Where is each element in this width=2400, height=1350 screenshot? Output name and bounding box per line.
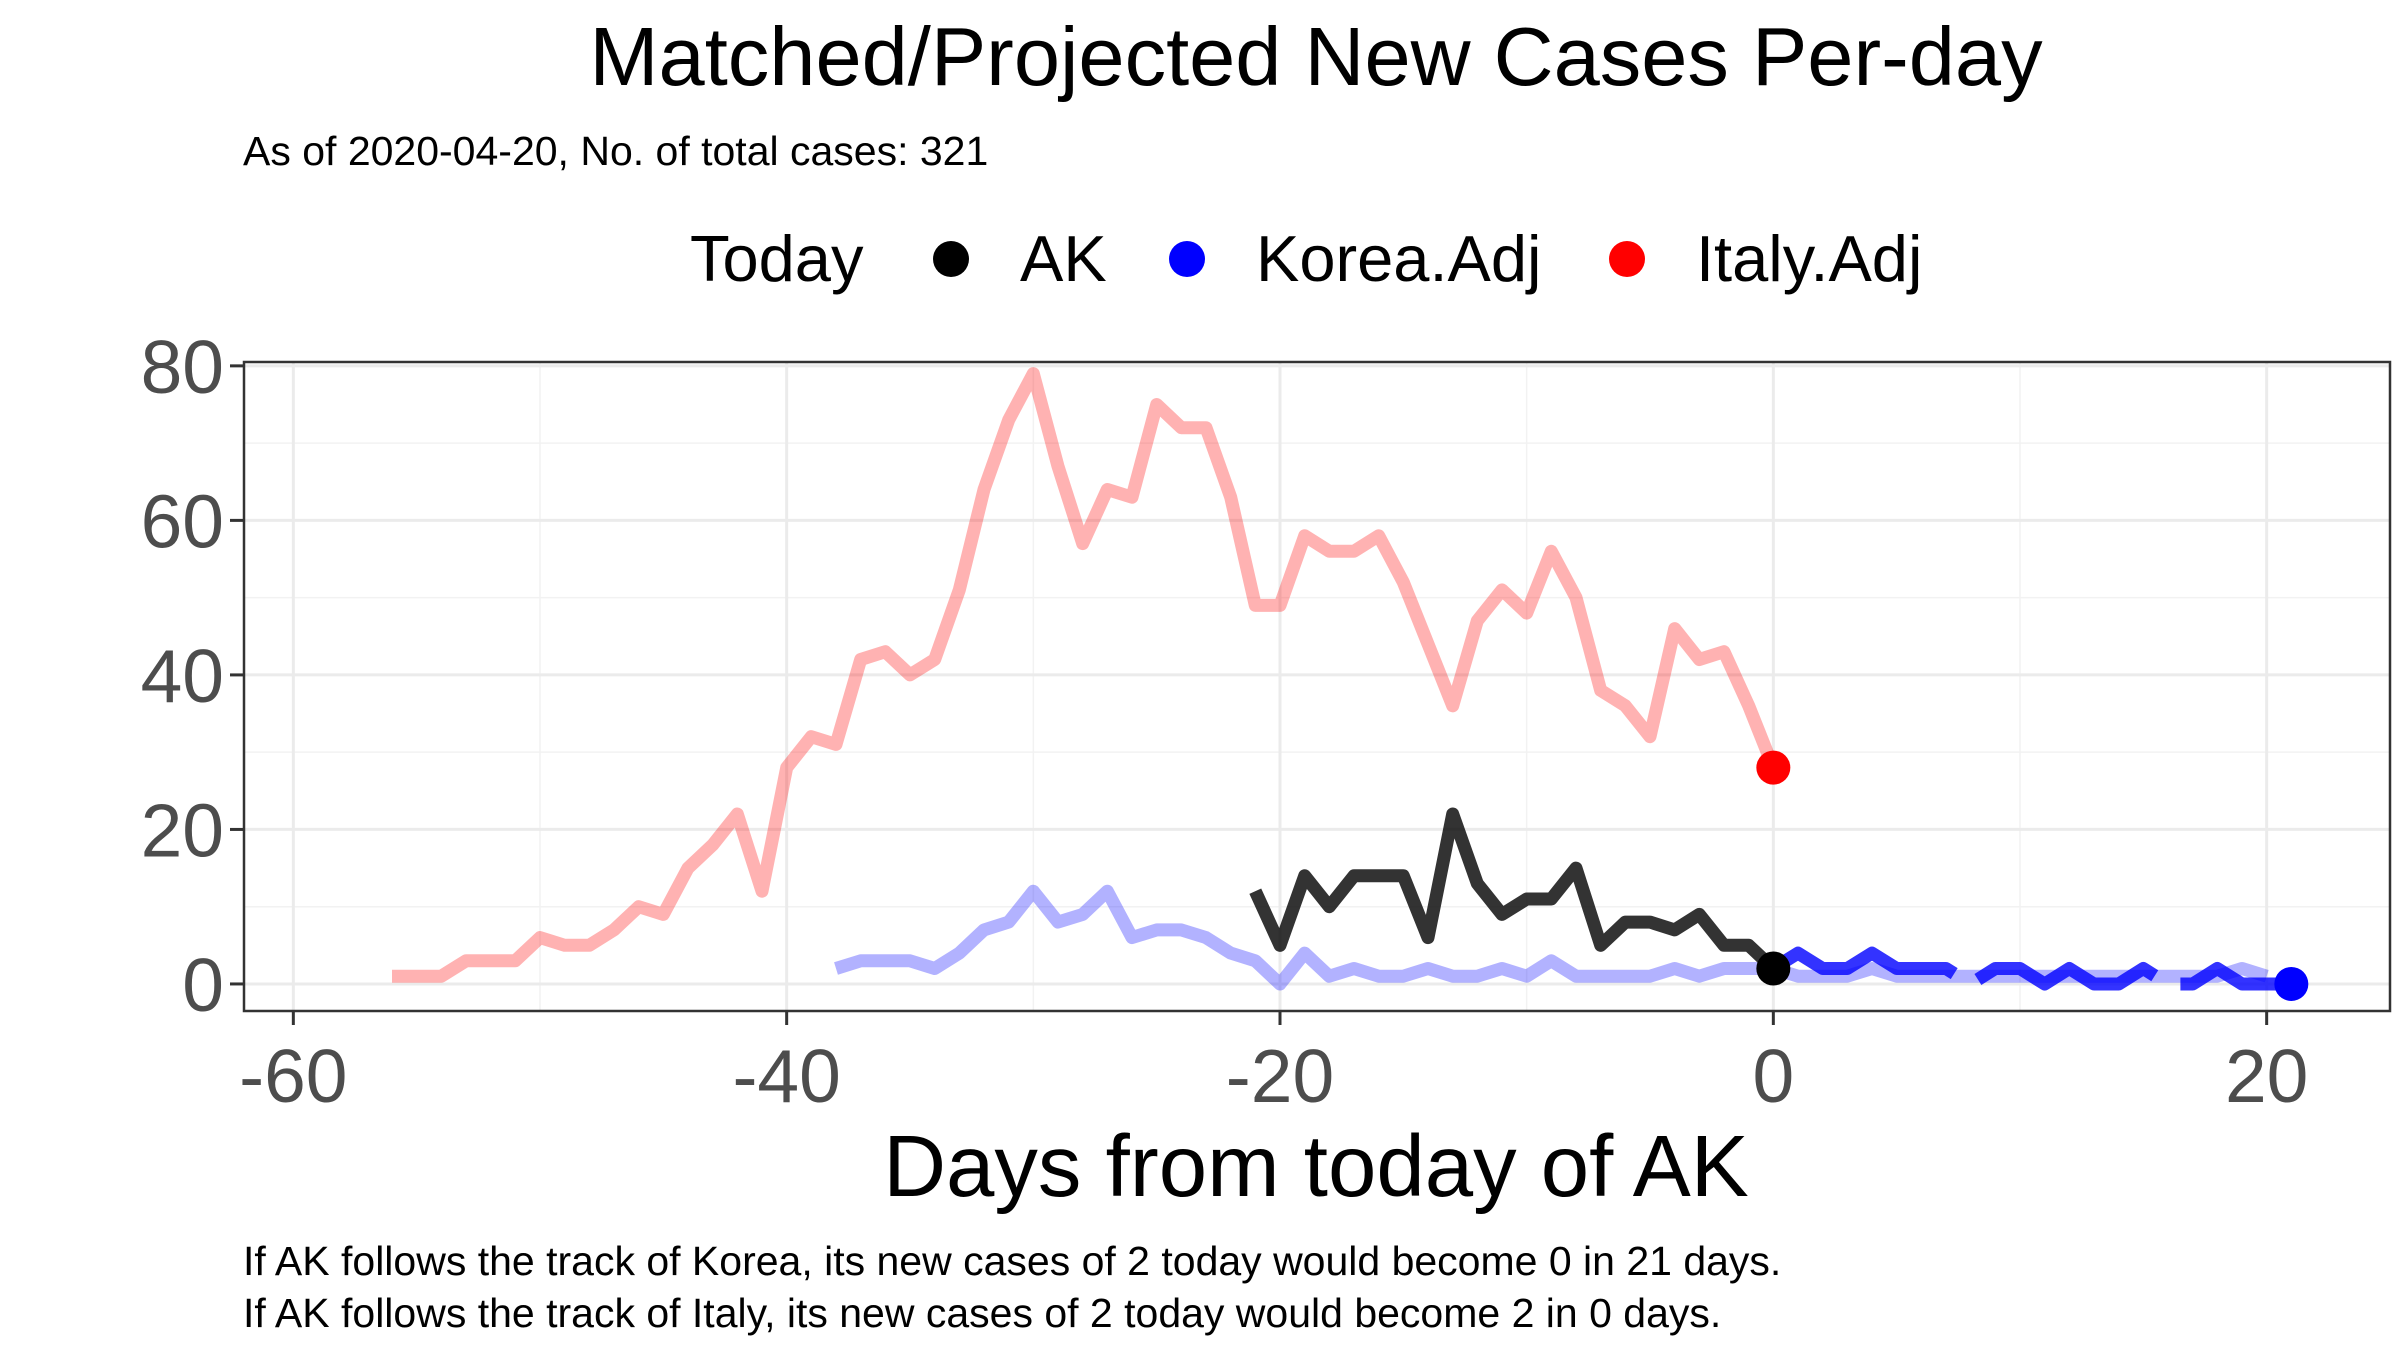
x-tick-label: 20 <box>2225 1034 2308 1118</box>
legend-label-italy: Italy.Adj <box>1696 222 1922 295</box>
y-tick-label: 80 <box>141 325 224 409</box>
x-tick-label: -20 <box>1226 1034 1334 1118</box>
legend-key-korea <box>1169 241 1205 277</box>
x-axis-title: Days from today of AK <box>883 1118 1749 1215</box>
series-lines <box>392 367 2292 991</box>
x-tick-label: -40 <box>732 1034 840 1118</box>
plot-panel-border <box>242 360 2392 1013</box>
y-tick-label: 40 <box>141 634 224 718</box>
chart-subtitle: As of 2020-04-20, No. of total cases: 32… <box>243 128 988 174</box>
today-points <box>1756 750 2309 1001</box>
series-line-italy-adj <box>392 367 1780 983</box>
plot-background <box>244 362 2390 1011</box>
legend-key-italy <box>1609 241 1645 277</box>
legend-label-ak: AK <box>1020 222 1107 295</box>
today-point-ak <box>1756 951 1791 986</box>
chart-title: Matched/Projected New Cases Per-day <box>589 10 2043 103</box>
grid <box>244 362 2390 1011</box>
x-tick-label: 0 <box>1752 1034 1794 1118</box>
caption-korea: If AK follows the track of Korea, its ne… <box>243 1238 1781 1284</box>
series-line-ak <box>1249 807 1778 974</box>
today-point-italy-adj <box>1756 750 1791 785</box>
legend-title: Today <box>690 222 864 295</box>
legend-key-ak <box>933 241 969 277</box>
axes: -60 -40 -20 0 20 0 20 40 60 80 <box>141 325 2309 1118</box>
y-tick-label: 0 <box>182 943 224 1027</box>
x-tick-label: -60 <box>239 1034 347 1118</box>
today-point-korea-adj <box>2274 966 2309 1001</box>
series-line-korea-projection <box>1769 946 2292 991</box>
y-tick-label: 60 <box>141 479 224 563</box>
legend: Today AK Korea.Adj Italy.Adj <box>690 222 1922 295</box>
y-tick-label: 20 <box>141 788 224 872</box>
legend-label-korea: Korea.Adj <box>1256 222 1541 295</box>
caption-italy: If AK follows the track of Italy, its ne… <box>243 1290 1721 1336</box>
